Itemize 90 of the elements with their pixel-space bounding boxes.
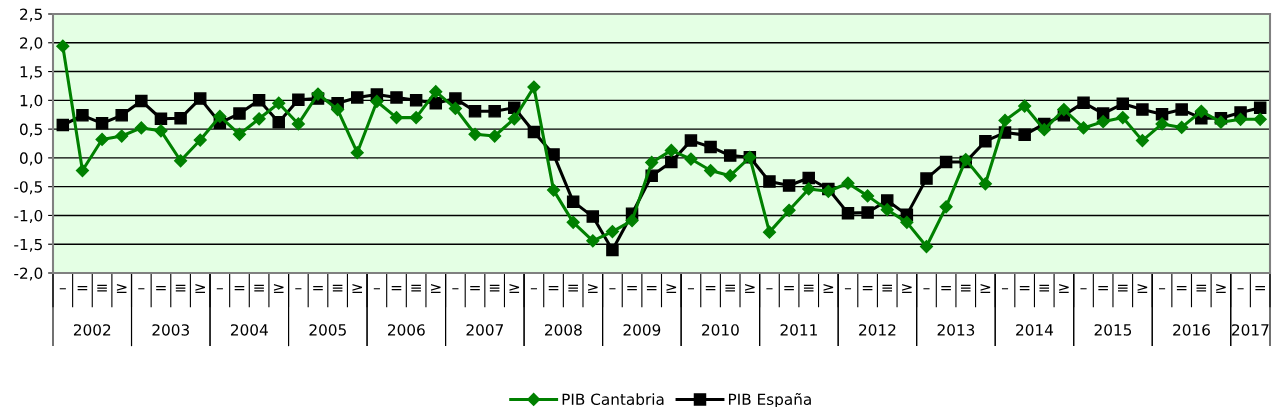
y-tick-label: -0,5 (14, 181, 42, 195)
x-tick-label: ≥ (1059, 284, 1069, 293)
y-tick-label: 1,0 (20, 94, 43, 108)
legend-label: PIB España (728, 392, 811, 407)
x-tick-label: ≥ (430, 284, 441, 293)
x-tick-label: ≥ (980, 284, 991, 293)
x-tick-label: = (1255, 286, 1265, 291)
y-tick-label: -2,0 (14, 267, 43, 281)
x-tick-label: = (862, 286, 873, 291)
y-tick-label: 0,5 (19, 123, 42, 137)
x-tick-label: – (844, 288, 852, 290)
text: 2003 (152, 324, 189, 336)
x-tick-label: = (646, 286, 657, 291)
x-tick-label: = (1176, 286, 1187, 291)
y-tick-label: -1,5 (14, 238, 42, 252)
x-tick-label: ≥ (588, 284, 598, 293)
x-tick-label: = (705, 286, 716, 291)
y-tick-label: 2,5 (20, 8, 42, 22)
x-tick-label: ≥ (509, 284, 520, 293)
x-tick-label: ≥ (902, 284, 912, 293)
x-tick-label: ≡ (882, 284, 893, 292)
x-tick-label: ≥ (666, 284, 677, 293)
y-tick-label: 1,5 (20, 66, 42, 80)
x-tick-label: ≡ (254, 284, 264, 292)
text: 2004 (230, 324, 268, 336)
text: 2016 (1173, 324, 1210, 336)
x-tick-label: – (766, 288, 773, 290)
x-tick-label: = (1019, 286, 1030, 291)
text: 2014 (1016, 324, 1054, 336)
text: 2002 (73, 324, 111, 336)
y-tick-label: 0,0 (19, 152, 43, 166)
x-tick-label: = (77, 286, 88, 291)
x-tick-label: = (1098, 286, 1108, 291)
x-tick-label: ≡ (1039, 284, 1050, 292)
text: 2017 (1232, 324, 1269, 336)
x-tick-label: – (923, 288, 930, 290)
text: 2010 (702, 324, 739, 336)
text: 2015 (1094, 324, 1132, 336)
x-tick-label: ≥ (273, 284, 284, 293)
x-tick-label: – (59, 288, 66, 290)
x-tick-label: ≥ (1216, 284, 1226, 293)
x-tick-label: ≥ (1137, 284, 1148, 293)
x-tick-label: = (941, 286, 951, 291)
x-tick-label: ≡ (97, 284, 107, 292)
x-tick-label: ≥ (745, 284, 755, 293)
x-tick-label: – (216, 288, 223, 290)
x-tick-label: – (452, 288, 459, 290)
x-tick-label: ≡ (411, 284, 421, 292)
x-tick-label: – (373, 288, 380, 290)
x-tick-label: = (391, 286, 402, 291)
x-tick-label: ≥ (823, 284, 834, 293)
x-tick-label: – (609, 288, 616, 290)
x-tick-label: – (1158, 288, 1166, 290)
x-tick-label: ≡ (568, 284, 578, 292)
x-tick-label: ≡ (1196, 284, 1207, 292)
text: 2013 (937, 324, 975, 336)
y-tick-label: -1,0 (14, 209, 43, 224)
x-tick-label: = (313, 286, 323, 291)
x-tick-label: ≥ (195, 284, 205, 293)
x-tick-label: = (784, 286, 794, 291)
x-tick-label: ≡ (332, 284, 343, 292)
x-tick-label: = (470, 286, 480, 291)
x-tick-label: ≥ (116, 284, 127, 293)
x-tick-label: – (1237, 288, 1244, 290)
text: 2007 (466, 324, 503, 336)
x-tick-label: – (1080, 288, 1087, 290)
legend-label: PIB Cantabria (562, 393, 664, 406)
x-tick-label: = (548, 286, 559, 291)
x-tick-label: ≥ (352, 284, 363, 293)
x-tick-label: – (687, 288, 695, 290)
x-tick-label: = (627, 286, 637, 291)
x-tick-label: – (1001, 288, 1009, 290)
x-tick-label: ≡ (960, 284, 971, 292)
text: 2005 (309, 324, 346, 336)
x-tick-label: – (138, 288, 145, 290)
x-tick-label: ≡ (489, 284, 500, 292)
x-tick-label: – (295, 288, 302, 290)
y-tick-label: 2,0 (20, 37, 43, 51)
text: 2012 (859, 324, 896, 336)
x-tick-label: – (530, 288, 537, 290)
x-tick-label: = (234, 286, 245, 291)
x-tick-label: ≡ (1118, 284, 1128, 292)
text: 2009 (623, 324, 661, 336)
text: 2008 (545, 324, 582, 336)
x-tick-label: ≡ (175, 284, 186, 292)
text: 2006 (388, 324, 425, 336)
text: 2011 (780, 324, 817, 336)
x-tick-label: ≡ (803, 284, 814, 292)
x-tick-label: ≡ (725, 284, 735, 292)
x-tick-label: = (156, 286, 166, 291)
